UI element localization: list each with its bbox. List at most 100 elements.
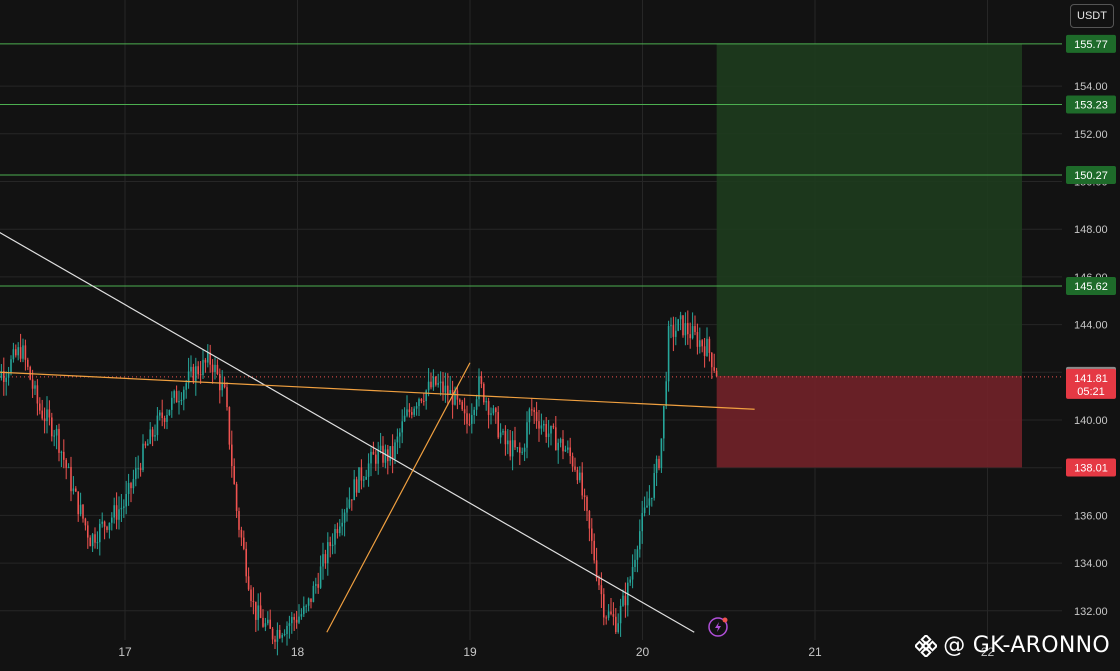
candle-body xyxy=(356,479,358,492)
candle-body xyxy=(651,498,653,499)
candle-body xyxy=(128,483,130,494)
misc-group xyxy=(709,618,728,637)
candle-body xyxy=(567,448,569,450)
watermark-text: @ GK-ARONNO xyxy=(943,633,1110,658)
candle-body xyxy=(706,339,708,356)
candle-body xyxy=(73,489,75,492)
candle-body xyxy=(46,409,48,421)
candle-body xyxy=(617,623,619,632)
candle-body xyxy=(279,630,281,638)
stop-loss-zone xyxy=(717,376,1022,468)
candle-body xyxy=(550,426,552,434)
candle-body xyxy=(397,437,399,443)
candle-body xyxy=(632,567,634,580)
candle-body xyxy=(505,431,507,444)
candle-body xyxy=(517,447,519,448)
candle-body xyxy=(579,473,581,481)
candle-body xyxy=(113,505,115,517)
candle-body xyxy=(687,323,689,334)
candle-body xyxy=(161,412,163,418)
candle-body xyxy=(685,323,687,335)
candle-body xyxy=(574,467,576,470)
x-tick-label: 21 xyxy=(808,645,822,659)
currency-button[interactable]: USDT xyxy=(1070,4,1114,28)
candle-body xyxy=(296,620,298,623)
candle-body xyxy=(680,315,682,319)
candle-body xyxy=(601,585,603,594)
candle-body xyxy=(459,400,461,402)
candle-body xyxy=(116,505,118,520)
candle-body xyxy=(629,580,631,583)
candle-body xyxy=(181,400,183,401)
candle-body xyxy=(257,605,259,619)
candle-body xyxy=(639,531,641,549)
candle-body xyxy=(233,466,235,484)
candle-body xyxy=(272,629,274,640)
candle-body xyxy=(142,444,144,470)
candle-body xyxy=(221,383,223,390)
candle-body xyxy=(339,526,341,533)
candle-body xyxy=(111,518,113,523)
candle-body xyxy=(500,432,502,437)
candle-body xyxy=(373,452,375,455)
candle-body xyxy=(183,390,185,400)
candle-body xyxy=(497,412,499,437)
candle-body xyxy=(716,371,718,376)
candle-body xyxy=(481,376,483,384)
price-tag-label-target-2: 153.23 xyxy=(1074,99,1108,111)
candle-body xyxy=(661,438,663,468)
candle-body xyxy=(469,424,471,425)
candle-body xyxy=(634,560,636,567)
trendline-ascending-orange xyxy=(327,363,470,633)
candle-body xyxy=(169,410,171,415)
candle-body xyxy=(461,402,463,410)
candle-body xyxy=(581,473,583,496)
candle-body xyxy=(85,519,87,526)
candle-body xyxy=(269,620,271,629)
candle-body xyxy=(265,623,267,627)
candle-body xyxy=(291,617,293,623)
candle-body xyxy=(44,418,46,421)
candle-body xyxy=(466,413,468,424)
candle-body xyxy=(80,505,82,514)
candle-body xyxy=(87,525,89,537)
candle-body xyxy=(193,367,195,382)
y-tick-label: 154.00 xyxy=(1074,81,1108,93)
candle-body xyxy=(668,326,670,381)
candle-body xyxy=(20,347,22,359)
candle-body xyxy=(101,522,103,524)
candle-body xyxy=(440,382,442,384)
candle-body xyxy=(217,365,219,374)
candle-body xyxy=(245,549,247,576)
candle-body xyxy=(34,385,36,388)
candle-body xyxy=(346,508,348,513)
candle-body xyxy=(51,417,53,436)
candle-body xyxy=(229,407,231,445)
candle-body xyxy=(673,325,675,337)
candle-body xyxy=(380,446,382,450)
candle-body xyxy=(320,566,322,587)
candle-body xyxy=(605,617,607,618)
candle-body xyxy=(315,584,317,586)
candle-body xyxy=(536,412,538,421)
candle-body xyxy=(584,495,586,496)
candle-body xyxy=(560,439,562,443)
y-tick-label: 134.00 xyxy=(1074,558,1108,570)
candle-body xyxy=(92,534,94,546)
candle-body xyxy=(586,497,588,511)
candle-body xyxy=(166,415,168,422)
candle-body xyxy=(464,409,466,413)
candle-body xyxy=(32,380,34,389)
candle-body xyxy=(471,415,473,424)
candle-body xyxy=(423,401,425,402)
candle-body xyxy=(106,527,108,530)
candle-body xyxy=(557,443,559,450)
candle-body xyxy=(329,542,331,546)
candle-body xyxy=(473,410,475,415)
candle-body xyxy=(293,617,295,620)
candle-body xyxy=(704,346,706,356)
candle-body xyxy=(274,639,276,641)
candle-body xyxy=(337,529,339,533)
